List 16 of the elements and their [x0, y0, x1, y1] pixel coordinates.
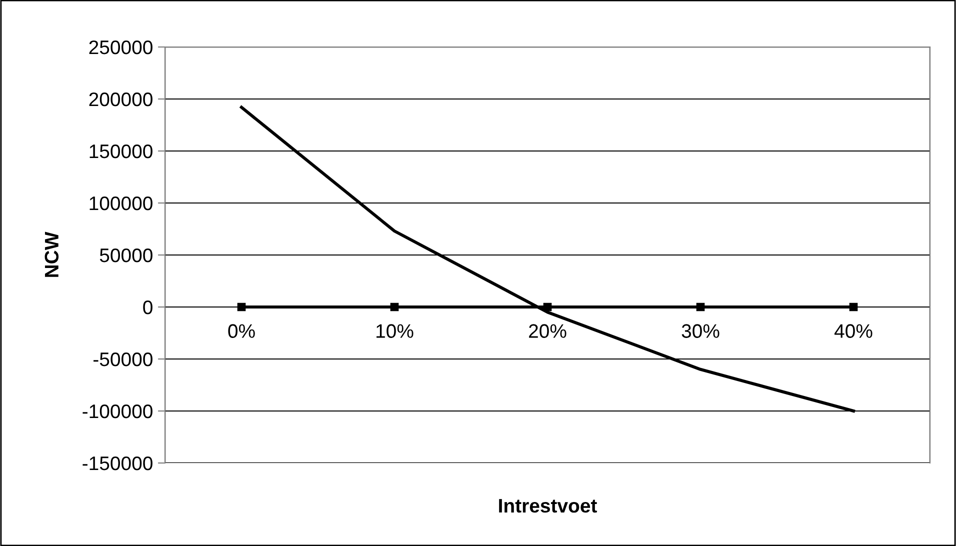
y-tick-label: 150000 [90, 144, 152, 158]
y-tick-label: 50000 [100, 248, 152, 262]
y-tick-label: 0 [143, 300, 152, 314]
y-tick-label: 250000 [89, 40, 152, 54]
x-axis-title: Intrestvoet [499, 499, 597, 513]
x-tick-label: 0% [228, 324, 255, 338]
x-tick-label: 10% [376, 324, 414, 338]
y-tick-label: 200000 [89, 92, 152, 106]
x-tick-label: 40% [834, 324, 872, 338]
y-axis-title: NCW [44, 232, 59, 277]
y-tick-label: -100000 [82, 404, 152, 418]
x-tick-label: 20% [529, 324, 566, 338]
y-tick-label: 100000 [90, 196, 152, 210]
x-tick-label: 30% [682, 324, 720, 338]
y-tick-label: -150000 [82, 456, 152, 470]
y-tick-label: -50000 [94, 352, 152, 366]
